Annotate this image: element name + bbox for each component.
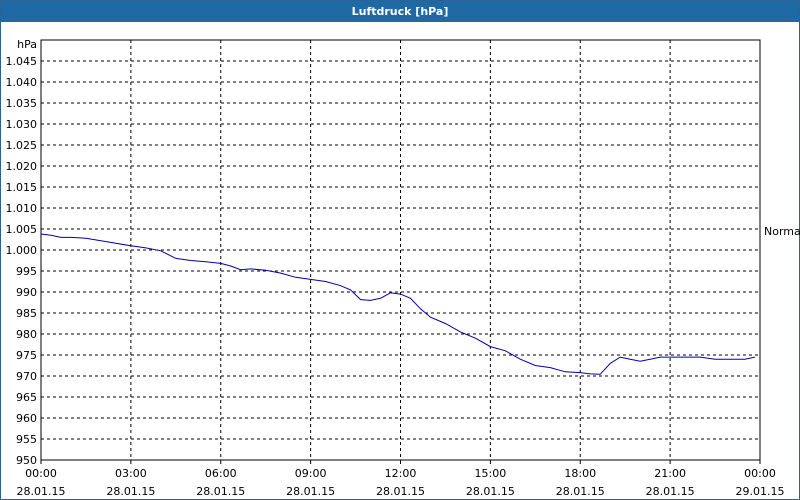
x-tick-time-label: 00:00 [25, 467, 57, 480]
y-tick-label: 950 [16, 454, 37, 467]
x-tick-date-label: 28.01.15 [376, 485, 425, 498]
x-tick-date-label: 28.01.15 [106, 485, 155, 498]
y-tick-label: 990 [16, 286, 37, 299]
y-tick-label: 985 [16, 307, 37, 320]
x-tick-time-label: 21:00 [654, 467, 686, 480]
window-title: Luftdruck [hPa] [1, 1, 799, 22]
x-tick-time-label: 15:00 [475, 467, 507, 480]
y-tick-label: 975 [16, 349, 37, 362]
x-tick-date-label: 28.01.15 [466, 485, 515, 498]
x-tick-date-label: 28.01.15 [646, 485, 695, 498]
x-tick-time-label: 12:00 [385, 467, 417, 480]
y-tick-label: 1.015 [6, 181, 38, 194]
y-tick-label: 995 [16, 265, 37, 278]
y-tick-label: 1.005 [6, 223, 38, 236]
pressure-series-line [40, 233, 756, 375]
y-tick-label: 960 [16, 412, 37, 425]
y-tick-label: 980 [16, 328, 37, 341]
y-tick-label: 965 [16, 391, 37, 404]
y-tick-label: 1.000 [6, 244, 38, 257]
x-tick-date-label: 28.01.15 [286, 485, 335, 498]
y-tick-label: 1.020 [6, 160, 38, 173]
y-axis-unit-label: hPa [17, 38, 37, 51]
y-tick-label: 955 [16, 433, 37, 446]
y-tick-label: 1.030 [6, 118, 38, 131]
x-tick-date-label: 28.01.15 [196, 485, 245, 498]
y-tick-label: 970 [16, 370, 37, 383]
plot-border [40, 39, 761, 461]
y-tick-label: 1.045 [6, 55, 38, 68]
y-tick-label: 1.035 [6, 97, 38, 110]
x-tick-time-label: 03:00 [115, 467, 147, 480]
x-tick-date-label: 29.01.15 [736, 485, 785, 498]
x-tick-time-label: 00:00 [744, 467, 776, 480]
x-tick-time-label: 18:00 [564, 467, 596, 480]
x-tick-date-label: 28.01.15 [556, 485, 605, 498]
y-tick-label: 1.025 [6, 139, 38, 152]
x-tick-time-label: 09:00 [295, 467, 327, 480]
x-tick-time-label: 06:00 [205, 467, 237, 480]
x-tick-date-label: 28.01.15 [17, 485, 66, 498]
normal-reference-label: Normal [764, 225, 800, 238]
y-tick-label: 1.040 [6, 76, 38, 89]
y-tick-label: 1.010 [6, 202, 38, 215]
